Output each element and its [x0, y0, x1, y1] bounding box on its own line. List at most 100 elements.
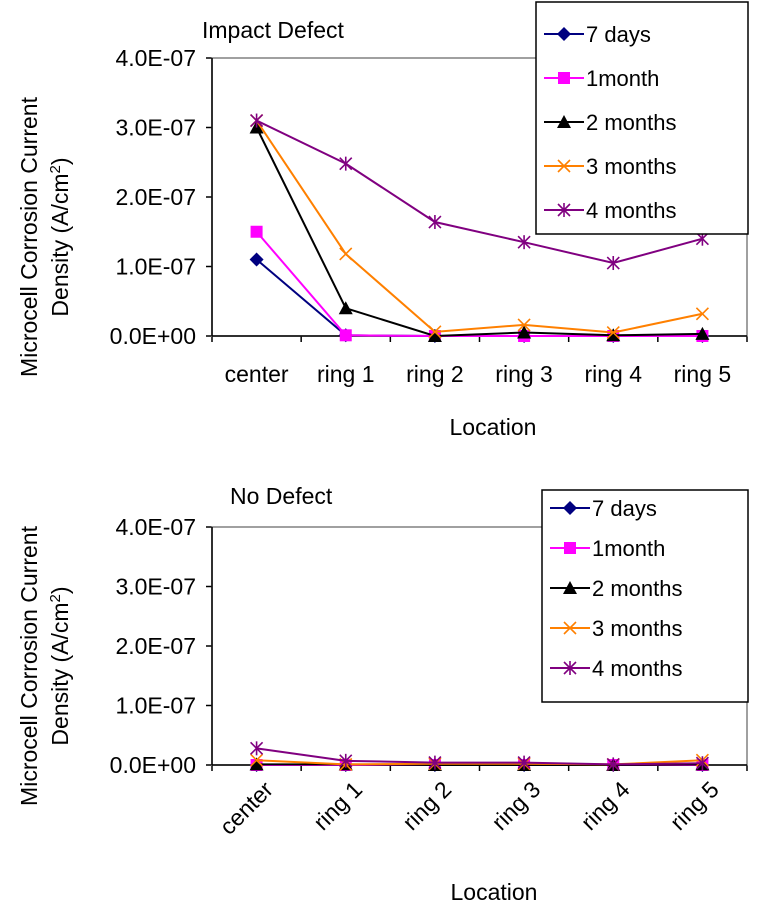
data-point [428, 755, 442, 770]
series-4-months [250, 741, 709, 772]
x-tick-label: ring 1 [308, 776, 367, 835]
data-point [250, 753, 264, 767]
x-tick-label: ring 3 [486, 776, 545, 835]
y-tick-label: 4.0E-07 [115, 45, 196, 71]
legend-marker-shape [563, 501, 577, 515]
y-tick-label: 1.0E-07 [115, 693, 196, 719]
legend-item: 7 days [550, 496, 657, 521]
legend-item: 3 months [550, 616, 683, 641]
legend-label: 3 months [586, 154, 677, 179]
series-1month [250, 225, 709, 342]
data-point [250, 113, 264, 128]
y-axis-label-line2: Density (A/cm2) [47, 157, 74, 316]
data-point-stroke-b [250, 753, 264, 767]
y-tick-label: 3.0E-07 [115, 574, 196, 600]
legend-item: 4 months [544, 198, 677, 223]
data-point-shape [249, 252, 264, 267]
x-tick-label: center [225, 361, 289, 387]
y-tick-label: 2.0E-07 [115, 633, 196, 659]
legend-marker [563, 661, 577, 675]
legend-marker-shape [563, 581, 577, 594]
y-tick-label: 3.0E-07 [115, 115, 196, 141]
legend-label: 1month [592, 536, 665, 561]
data-point-stroke-b [517, 318, 531, 332]
data-point [339, 156, 353, 171]
data-point-shape [606, 328, 621, 342]
legend-marker [564, 542, 576, 554]
legend-marker [558, 72, 570, 84]
y-tick-label: 4.0E-07 [115, 514, 196, 540]
data-point [339, 753, 353, 768]
series-line [255, 127, 703, 338]
legend-box [541, 489, 749, 703]
data-point [517, 235, 531, 250]
data-point [695, 326, 710, 340]
legend-marker-shape [557, 27, 571, 41]
data-point [427, 329, 442, 342]
data-point [695, 756, 709, 771]
series-4-months [250, 113, 709, 271]
data-point [606, 328, 621, 342]
legend: 7 days 1month 2 months 3 months 4 months [541, 489, 749, 703]
data-point [517, 325, 532, 339]
x-tick-label: ring 5 [665, 776, 724, 835]
legend-box [535, 1, 749, 235]
y-axis-label-line1: Microcell Corrosion Current [16, 525, 42, 806]
y-axis-label-line2: Density (A/cm2) [47, 586, 74, 745]
legend: 7 days 1month 2 months 3 months 4 months [535, 1, 749, 235]
legend-item: 2 months [544, 110, 677, 135]
data-point-stroke-b [428, 325, 442, 339]
data-point [338, 301, 353, 315]
data-point [428, 215, 442, 230]
chart-title: No Defect [230, 483, 333, 509]
x-tick-label: ring 2 [406, 361, 464, 387]
data-point-shape [517, 325, 532, 339]
y-tick-labels: 0.0E+00 1.0E-07 2.0E-07 3.0E-07 4.0E-07 [110, 514, 212, 778]
legend-marker-stroke-b [563, 621, 577, 635]
data-point [250, 225, 263, 238]
legend-marker-shape [564, 542, 576, 554]
y-axis-label-close: ) [47, 157, 73, 165]
data-point-shape [695, 326, 710, 340]
chart-impact-defect: Impact Defect Microcell Corrosion Curren… [16, 1, 749, 440]
data-point-stroke-b [339, 247, 353, 261]
legend-marker [563, 581, 577, 594]
x-tick-labels: center ring 1 ring 2 ring 3 ring 4 ring 5 [211, 336, 748, 387]
data-point-stroke-b [606, 325, 620, 340]
legend-label: 4 months [592, 656, 683, 681]
series-7-days [249, 252, 710, 343]
legend-item: 1month [544, 66, 659, 91]
legend-marker-shape [557, 115, 571, 128]
legend-label: 1month [586, 66, 659, 91]
legend-marker [563, 621, 577, 635]
data-point-shape [427, 329, 442, 342]
legend-label: 7 days [592, 496, 657, 521]
y-axis-label-density: Density (A/cm [47, 173, 73, 316]
legend-label: 4 months [586, 198, 677, 223]
legend-label: 2 months [592, 576, 683, 601]
legend-item: 7 days [544, 22, 651, 47]
data-point-shape [250, 225, 263, 238]
data-point [517, 755, 531, 770]
series-line [256, 747, 703, 766]
chart-title: Impact Defect [202, 17, 344, 43]
x-tick-label: center [214, 776, 278, 840]
x-tick-labels: center ring 1 ring 2 ring 3 ring 4 ring 5 [211, 765, 748, 840]
legend-label: 3 months [592, 616, 683, 641]
y-axis-label: Microcell Corrosion Current Density (A/c… [16, 525, 73, 806]
y-axis-label-sup: 2 [47, 165, 64, 173]
y-tick-label: 1.0E-07 [115, 254, 196, 280]
legend-item: 2 months [550, 576, 683, 601]
plot-area [211, 526, 748, 772]
data-point [250, 741, 264, 756]
y-axis-label-density: Density (A/cm [47, 602, 73, 745]
y-axis-label-line1: Microcell Corrosion Current [16, 96, 42, 377]
series-line [255, 231, 703, 337]
series-line [255, 258, 703, 337]
data-point [517, 318, 531, 332]
legend-item: 4 months [550, 656, 683, 681]
y-tick-label: 2.0E-07 [115, 184, 196, 210]
data-point [249, 757, 264, 771]
legend-marker [557, 115, 571, 128]
